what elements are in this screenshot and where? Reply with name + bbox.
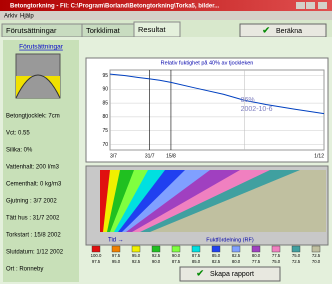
y-tick-label: 95	[102, 73, 108, 79]
legend-to: 77.5	[252, 259, 261, 264]
legend-to: 95.0	[112, 259, 121, 264]
legend-to: 90.0	[152, 259, 161, 264]
legend-from: 90.0	[172, 253, 181, 258]
legend-from: 80.0	[252, 253, 261, 258]
tab-label[interactable]: Resultat	[138, 25, 166, 34]
legend-to: 72.5	[292, 259, 301, 264]
field: Betongtjocklek: 7cm	[6, 114, 60, 120]
check-icon: ✔	[196, 269, 204, 280]
legend-swatch	[252, 246, 260, 252]
chart-title: Relativ fuktighet på 40% av tjockleken	[161, 59, 254, 66]
legend-from: 72.5	[312, 253, 321, 258]
panel-heading[interactable]: Förutsättningar	[19, 44, 64, 51]
legend-swatch	[212, 246, 220, 252]
y-tick-label: 85	[102, 100, 108, 106]
field: Gjutning : 3/7 2002	[6, 199, 57, 205]
distribution-title: Fuktfördelning (RF)	[206, 237, 254, 243]
y-tick-label: 70	[102, 142, 108, 148]
plot-area	[110, 70, 324, 150]
legend-swatch	[232, 246, 240, 252]
legend-to: 80.0	[232, 259, 241, 264]
legend-from: 75.0	[292, 253, 301, 258]
field: Ort : Ronneby	[6, 267, 43, 273]
legend-to: 85.0	[192, 259, 201, 264]
check-icon: ✔	[262, 26, 270, 37]
legend-swatch	[192, 246, 200, 252]
legend-swatch	[292, 246, 300, 252]
legend-swatch	[132, 246, 140, 252]
menu-bar	[0, 11, 332, 20]
legend-swatch	[112, 246, 120, 252]
maximize[interactable]	[306, 2, 315, 9]
field: Tätt hus : 31/7 2002	[6, 216, 60, 222]
tab-label[interactable]: Förutsättningar	[6, 26, 57, 35]
close[interactable]	[318, 2, 327, 9]
legend-from: 92.5	[152, 253, 161, 258]
legend-swatch	[152, 246, 160, 252]
field: Torkstart : 15/8 2002	[6, 233, 61, 239]
legend-from: 77.5	[272, 253, 281, 258]
y-tick-label: 90	[102, 87, 108, 93]
y-tick-label: 75	[102, 128, 108, 134]
button-label[interactable]: Beräkna	[276, 28, 302, 35]
field: Slutdatum: 1/12 2002	[6, 250, 64, 256]
legend-from: 85.0	[212, 253, 221, 258]
legend-to: 87.5	[172, 259, 181, 264]
ui: Betongtorkning - Fil: C:\Program\Borland…	[0, 0, 332, 284]
legend-swatch	[92, 246, 100, 252]
legend-to: 92.5	[132, 259, 141, 264]
legend-swatch	[312, 246, 320, 252]
x-tick-label: 31/7	[145, 153, 155, 159]
legend-from: 97.5	[112, 253, 121, 258]
x-tick-label: 15/8	[166, 153, 176, 159]
legend-to: 75.0	[272, 259, 281, 264]
legend-to: 70.0	[312, 259, 321, 264]
legend-from: 82.5	[232, 253, 241, 258]
field: Silika: 0%	[6, 148, 33, 154]
field: Vattenhalt: 200 l/m3	[6, 165, 60, 171]
time-label: Tid →	[108, 238, 124, 244]
marker-value: 86%	[241, 97, 255, 104]
legend-from: 87.5	[192, 253, 201, 258]
field: Vct: 0.55	[6, 131, 30, 137]
tab-label[interactable]: Torkklimat	[86, 26, 121, 35]
y-tick-label: 80	[102, 114, 108, 120]
minimize[interactable]	[296, 2, 305, 9]
field: Cementhalt: 0 kg/m3	[6, 182, 62, 188]
menu-item[interactable]: Hjälp	[20, 14, 34, 20]
legend-from: 95.0	[132, 253, 141, 258]
x-tick-label: 3/7	[110, 153, 117, 159]
legend-from: 100.0	[91, 253, 102, 258]
legend-to: 97.5	[92, 259, 101, 264]
app-window: Betongtorkning - Fil: C:\Program\Borland…	[0, 0, 332, 284]
window-title: Betongtorkning - Fil: C:\Program\Borland…	[10, 4, 220, 10]
legend-swatch	[172, 246, 180, 252]
marker-date: 2002-10-6	[241, 106, 273, 113]
button-label[interactable]: Skapa rapport	[210, 271, 254, 278]
legend-swatch	[272, 246, 280, 252]
menu-item[interactable]: Arkiv	[4, 14, 17, 20]
legend-to: 82.5	[212, 259, 221, 264]
x-tick-label: 1/12	[314, 153, 324, 159]
